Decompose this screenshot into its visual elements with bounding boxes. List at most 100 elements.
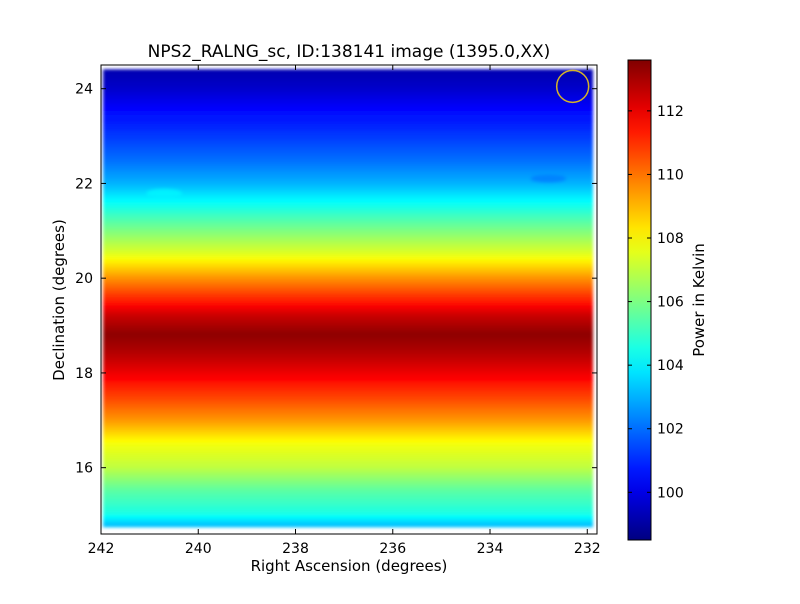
heatmap-row bbox=[103, 480, 593, 486]
heatmap-row bbox=[103, 126, 593, 132]
colorbar-tick-label: 102 bbox=[657, 422, 684, 438]
heatmap-row bbox=[103, 92, 593, 97]
colorbar bbox=[627, 59, 652, 541]
heatmap-row bbox=[103, 202, 593, 208]
heatmap-feature bbox=[530, 174, 567, 183]
colorbar-ticks: 100 102 104 106 108 110 112 bbox=[628, 104, 684, 501]
heatmap-row bbox=[103, 244, 593, 250]
heatmap-row bbox=[103, 332, 593, 337]
heatmap-row bbox=[103, 141, 593, 147]
heatmap-row bbox=[103, 206, 593, 212]
heatmap-row bbox=[103, 164, 593, 170]
heatmap-row bbox=[103, 381, 593, 387]
heatmap-row bbox=[103, 278, 593, 284]
heatmap-row bbox=[103, 122, 593, 128]
heatmap-row bbox=[103, 328, 593, 334]
heatmap-row bbox=[103, 313, 593, 318]
y-tick-label: 18 bbox=[75, 366, 93, 382]
heatmap-row bbox=[103, 412, 593, 417]
y-tick-label: 16 bbox=[75, 461, 93, 477]
heatmap-row bbox=[103, 236, 593, 242]
heatmap-row bbox=[103, 457, 593, 463]
colorbar-tick-label: 100 bbox=[657, 485, 684, 501]
heatmap-row bbox=[103, 191, 593, 196]
heatmap-row bbox=[103, 282, 593, 288]
heatmap-row bbox=[103, 88, 593, 94]
x-tick-label: 232 bbox=[574, 541, 601, 557]
heatmap-row bbox=[103, 160, 593, 166]
heatmap-row bbox=[103, 522, 593, 528]
heatmap-row bbox=[103, 514, 593, 520]
heatmap-row bbox=[103, 446, 593, 452]
heatmap-row bbox=[103, 408, 593, 414]
heatmap-row bbox=[103, 473, 593, 478]
heatmap-row bbox=[103, 324, 593, 330]
heatmap-row bbox=[103, 297, 593, 303]
heatmap-row bbox=[103, 80, 593, 86]
heatmap-row bbox=[103, 301, 593, 307]
heatmap-row bbox=[103, 76, 593, 82]
heatmap-row bbox=[103, 431, 593, 436]
heatmap-row bbox=[103, 84, 593, 90]
heatmap-row bbox=[103, 442, 593, 448]
heatmap-row bbox=[103, 286, 593, 292]
heatmap-row bbox=[103, 354, 593, 360]
plot-frame bbox=[100, 64, 598, 535]
heatmap-row bbox=[103, 427, 593, 433]
heatmap-row bbox=[103, 347, 593, 353]
x-tick-label: 242 bbox=[88, 541, 115, 557]
heatmap-row bbox=[103, 240, 593, 246]
heatmap-row bbox=[103, 469, 593, 475]
heatmap-row bbox=[103, 423, 593, 429]
heatmap-row bbox=[103, 175, 593, 181]
heatmap-row bbox=[103, 214, 593, 219]
heatmap-row bbox=[103, 454, 593, 459]
heatmap-row bbox=[103, 450, 593, 456]
heatmap-row bbox=[103, 118, 593, 124]
heatmap-row bbox=[103, 267, 593, 273]
heatmap-row bbox=[103, 495, 593, 501]
heatmap-row bbox=[103, 255, 593, 261]
heatmap-row bbox=[103, 518, 593, 524]
heatmap-row bbox=[103, 149, 593, 155]
heatmap-row bbox=[103, 145, 593, 151]
heatmap-row bbox=[103, 221, 593, 227]
heatmap-row bbox=[103, 183, 593, 189]
colorbar-tick-label: 112 bbox=[657, 104, 684, 120]
colorbar-tick-label: 104 bbox=[657, 358, 684, 374]
x-tick-label: 238 bbox=[282, 541, 309, 557]
heatmap-row bbox=[103, 263, 593, 269]
heatmap-row bbox=[103, 107, 593, 113]
heatmap-row bbox=[103, 111, 593, 116]
heatmap-row bbox=[103, 130, 593, 136]
heatmap-row bbox=[103, 252, 593, 257]
y-axis-label: Declination (degrees) bbox=[50, 219, 68, 381]
heatmap-row bbox=[103, 419, 593, 425]
heatmap-row bbox=[103, 294, 593, 299]
heatmap-row bbox=[103, 358, 593, 364]
heatmap-row bbox=[103, 503, 593, 509]
heatmap-feature bbox=[146, 188, 183, 197]
heatmap-row bbox=[103, 434, 593, 440]
heatmap-row bbox=[103, 396, 593, 402]
x-tick-label: 234 bbox=[477, 541, 504, 557]
heatmap-row bbox=[103, 385, 593, 391]
heatmap-row bbox=[103, 377, 593, 383]
heatmap-row bbox=[103, 156, 593, 162]
heatmap-row bbox=[103, 335, 593, 341]
heatmap-row bbox=[103, 484, 593, 490]
heatmap-row bbox=[103, 73, 593, 78]
heatmap-row bbox=[103, 233, 593, 238]
heatmap-row bbox=[103, 229, 593, 235]
heatmap-row bbox=[103, 488, 593, 494]
y-tick-label: 24 bbox=[75, 82, 93, 98]
heatmap-row bbox=[103, 137, 593, 143]
heatmap-row bbox=[103, 400, 593, 406]
chart-title: NPS2_RALNG_sc, ID:138141 image (1395.0,X… bbox=[148, 42, 551, 62]
colorbar-tick-label: 108 bbox=[657, 231, 684, 247]
heatmap-row bbox=[103, 69, 593, 75]
heatmap-row bbox=[103, 153, 593, 158]
y-tick-label: 22 bbox=[75, 176, 93, 192]
